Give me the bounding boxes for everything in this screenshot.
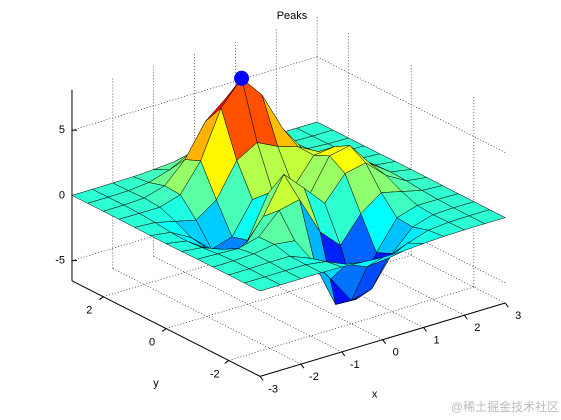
y-tick-label: 0: [149, 336, 155, 348]
x-tick: [463, 314, 468, 320]
grid-line: [71, 56, 318, 131]
x-tick-label: -2: [309, 371, 319, 383]
x-tick-label: 3: [515, 310, 521, 322]
z-tick-label: 5: [59, 124, 65, 136]
y-tick-label: -2: [210, 368, 220, 380]
x-tick-label: -3: [268, 383, 278, 395]
x-tick: [300, 363, 305, 369]
z-tick-label: -5: [55, 254, 65, 266]
watermark: @稀土掘金技术社区: [451, 399, 559, 414]
max-marker: [234, 70, 250, 86]
chart-title: Peaks: [277, 10, 308, 22]
y-axis-label: y: [153, 377, 159, 389]
x-tick-label: -1: [350, 359, 360, 371]
x-tick: [382, 339, 387, 344]
surface-patch: [244, 276, 281, 292]
x-axis-label: x: [372, 389, 378, 401]
grid-line: [228, 286, 474, 361]
z-tick-label: 0: [59, 189, 65, 201]
surface-patch: [344, 162, 382, 214]
y-tick-label: 2: [86, 305, 92, 317]
x-tick: [504, 302, 509, 308]
y-tick: [161, 328, 167, 332]
x-tick-label: 0: [393, 347, 399, 359]
y-tick: [224, 360, 230, 364]
x-tick: [423, 327, 427, 332]
grid-line: [153, 256, 342, 353]
grid-line: [316, 56, 506, 153]
x-tick: [341, 351, 346, 357]
x-tick-label: 1: [433, 334, 439, 346]
x-tick-label: 2: [474, 322, 480, 334]
grid-line: [194, 243, 383, 340]
x-tick: [259, 376, 264, 381]
y-tick: [99, 296, 104, 301]
